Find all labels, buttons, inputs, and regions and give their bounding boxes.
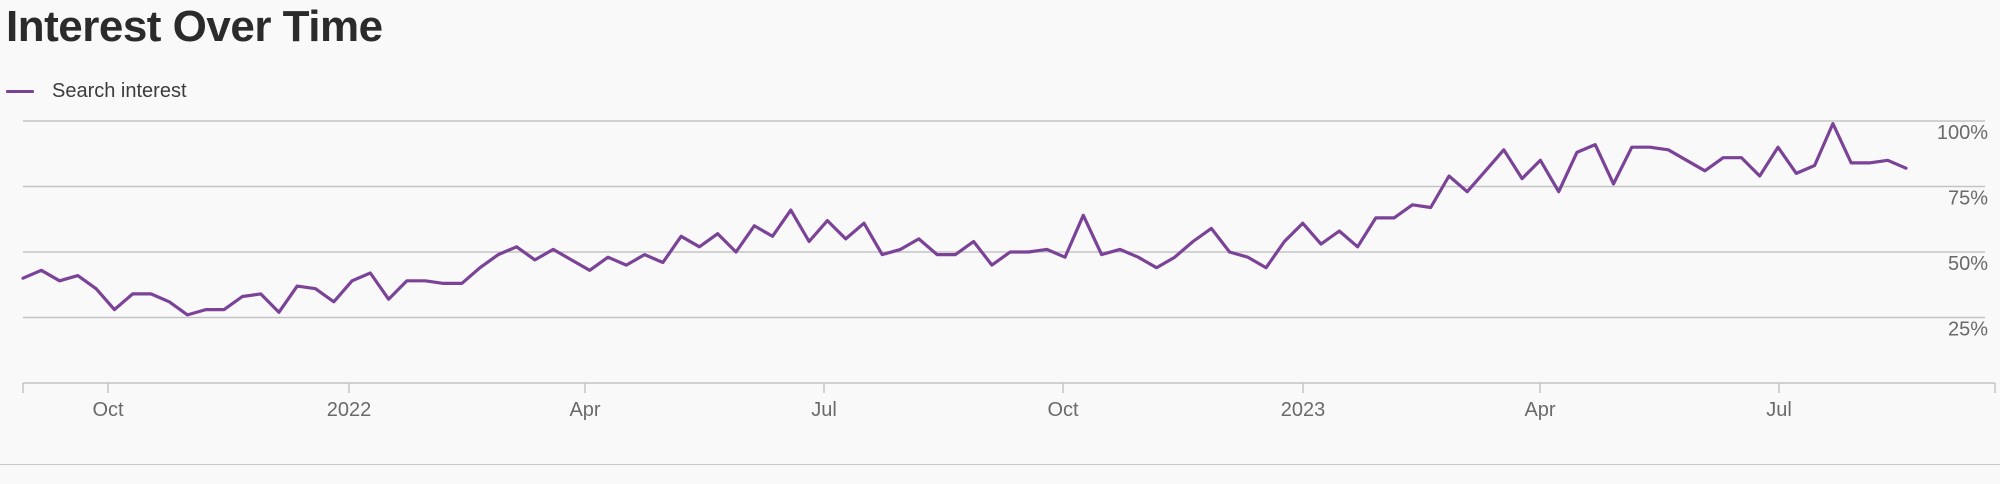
x-tick-label: Oct <box>1047 399 1079 421</box>
x-tick-label: 2022 <box>327 399 372 421</box>
y-tick-label: 75% <box>1948 188 1988 210</box>
y-tick-label: 100% <box>1937 122 1988 144</box>
x-axis <box>22 382 1996 393</box>
chart-title: Interest Over Time <box>6 2 383 51</box>
legend-label: Search interest <box>52 80 187 102</box>
bottom-divider <box>0 464 2000 465</box>
x-tick-label: Jul <box>811 399 837 421</box>
x-tick-label: 2023 <box>1281 399 1326 421</box>
x-tick-label: Oct <box>92 399 124 421</box>
gridlines <box>23 120 1985 319</box>
legend: Search interest <box>6 80 187 103</box>
y-tick-label: 50% <box>1948 253 1988 275</box>
x-tick-label: Apr <box>569 399 600 421</box>
x-tick-label: Apr <box>1524 399 1555 421</box>
legend-swatch <box>6 90 34 93</box>
y-tick-label: 25% <box>1948 319 1988 341</box>
series-line-search-interest <box>21 122 1908 317</box>
x-tick-label: Jul <box>1766 399 1792 421</box>
y-tick-labels: 100% 75% 50% 25% <box>1937 122 1988 341</box>
x-tick-labels: Oct 2022 Apr Jul Oct 2023 Apr Jul <box>92 399 1791 421</box>
